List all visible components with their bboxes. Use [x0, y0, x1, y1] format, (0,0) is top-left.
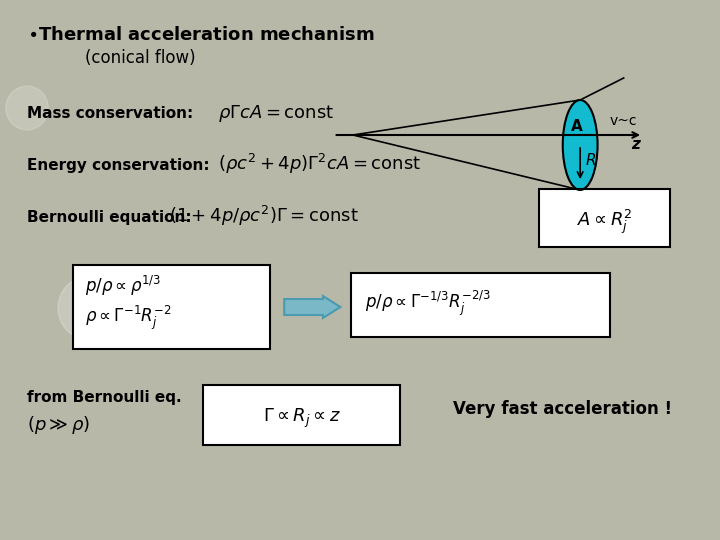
Circle shape	[58, 276, 120, 340]
Text: (conical flow): (conical flow)	[85, 49, 196, 67]
FancyBboxPatch shape	[539, 189, 670, 247]
Text: v~c: v~c	[609, 114, 636, 128]
FancyBboxPatch shape	[73, 265, 270, 349]
Ellipse shape	[563, 100, 598, 190]
Text: $(\rho c^2 + 4p)\Gamma^2 cA = \mathrm{const}$: $(\rho c^2 + 4p)\Gamma^2 cA = \mathrm{co…	[217, 152, 420, 176]
Text: Energy conservation:: Energy conservation:	[27, 158, 210, 173]
Text: Mass conservation:: Mass conservation:	[27, 106, 194, 121]
Text: A: A	[572, 119, 583, 134]
Text: $\rho \propto \Gamma^{-1} R_j^{-2}$: $\rho \propto \Gamma^{-1} R_j^{-2}$	[85, 303, 172, 332]
Text: R: R	[586, 153, 597, 168]
Text: $\rho\Gamma cA = \mathrm{const}$: $\rho\Gamma cA = \mathrm{const}$	[217, 103, 333, 124]
FancyBboxPatch shape	[351, 273, 610, 337]
Text: $(1 + 4p/\rho c^2)\Gamma = \mathrm{const}$: $(1 + 4p/\rho c^2)\Gamma = \mathrm{const…	[169, 204, 359, 228]
Text: $p/\rho \propto \Gamma^{-1/3} R_j^{-2/3}$: $p/\rho \propto \Gamma^{-1/3} R_j^{-2/3}…	[366, 288, 491, 318]
Text: $\Gamma \propto R_j \propto z$: $\Gamma \propto R_j \propto z$	[263, 407, 341, 430]
Text: Bernoulli equation:: Bernoulli equation:	[27, 210, 192, 225]
FancyBboxPatch shape	[203, 385, 400, 445]
FancyArrow shape	[284, 296, 341, 318]
Text: $A \propto R_j^2$: $A \propto R_j^2$	[577, 208, 632, 236]
Circle shape	[73, 292, 104, 324]
Circle shape	[6, 86, 48, 130]
Text: $\bullet$Thermal acceleration mechanism: $\bullet$Thermal acceleration mechanism	[27, 26, 375, 44]
Text: $p/\rho \propto \rho^{1/3}$: $p/\rho \propto \rho^{1/3}$	[85, 274, 161, 298]
Text: $(p \gg \rho)$: $(p \gg \rho)$	[27, 414, 90, 436]
Text: z: z	[631, 137, 640, 152]
Text: Very fast acceleration !: Very fast acceleration !	[452, 400, 672, 418]
Text: from Bernoulli eq.: from Bernoulli eq.	[27, 390, 181, 405]
